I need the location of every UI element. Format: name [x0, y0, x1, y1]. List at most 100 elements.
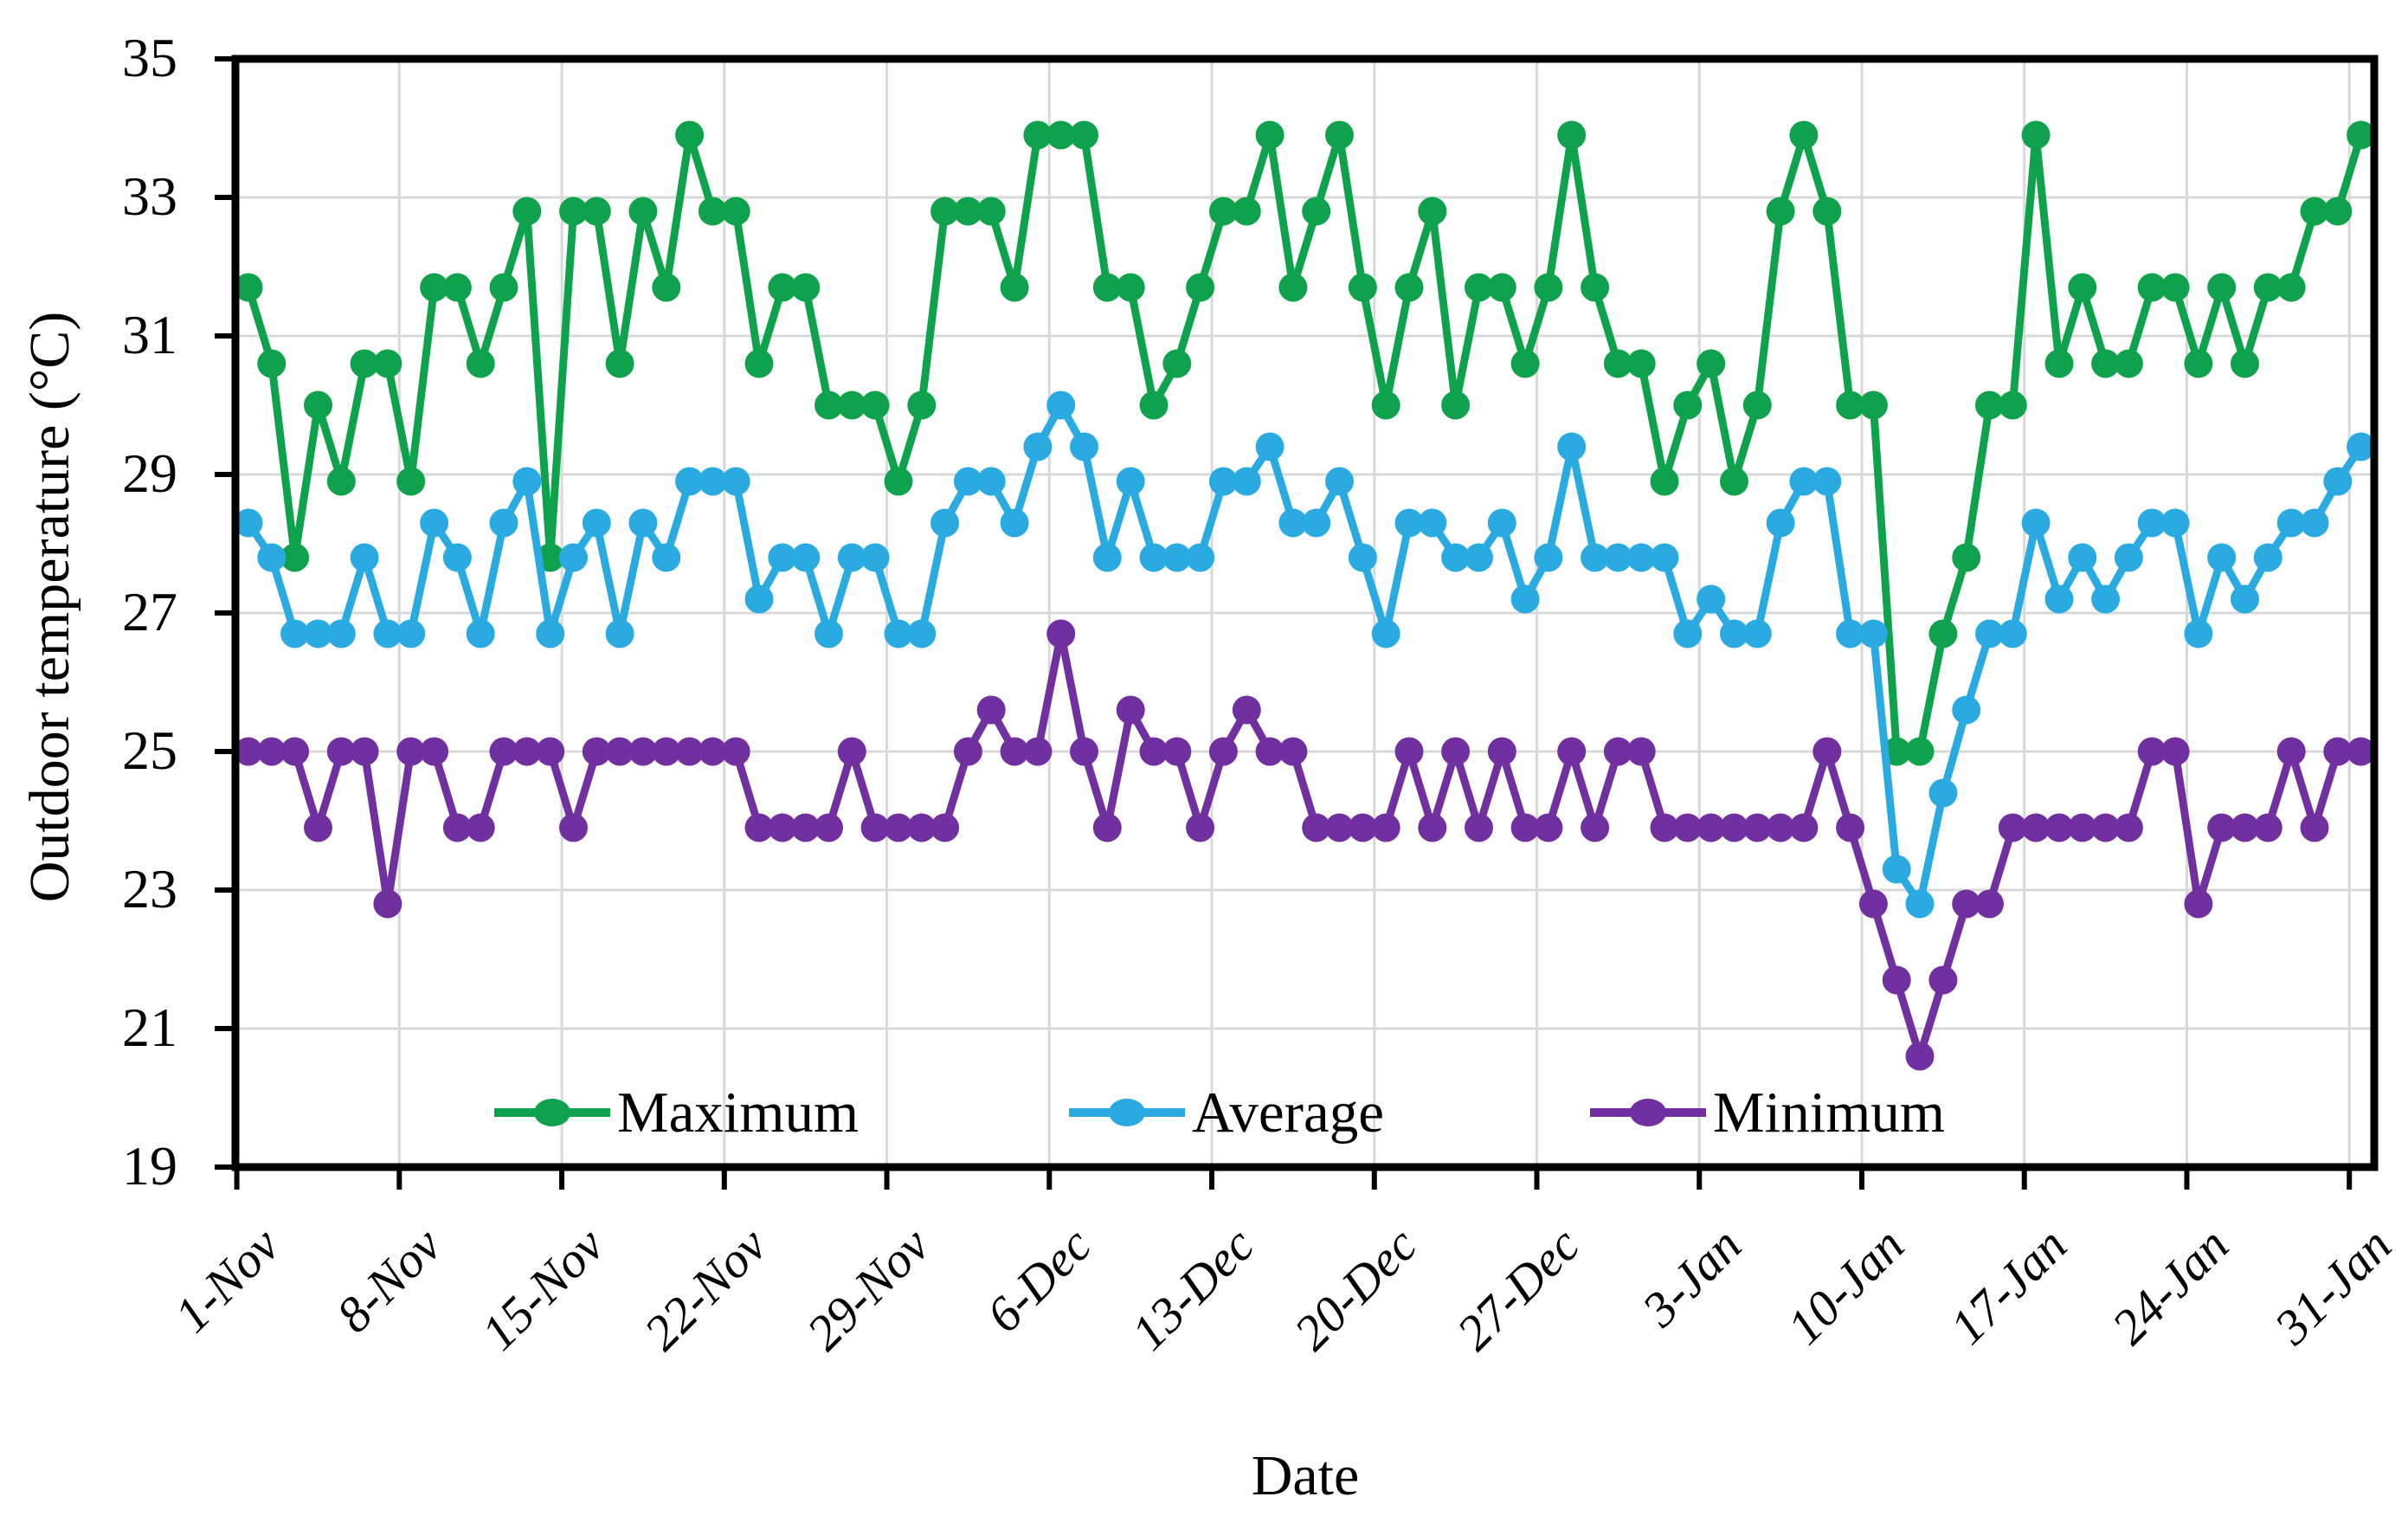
data-point-maximum — [326, 467, 356, 496]
data-point-average — [489, 508, 518, 538]
data-point-minimum — [675, 737, 705, 766]
data-point-minimum — [652, 737, 681, 766]
data-point-average — [744, 584, 774, 614]
data-point-maximum — [512, 197, 542, 226]
data-point-average — [420, 508, 449, 538]
data-point-average — [814, 619, 843, 648]
data-point-minimum — [420, 737, 449, 766]
data-point-average — [2253, 543, 2282, 572]
data-point-minimum — [768, 813, 797, 842]
data-point-minimum — [2137, 737, 2167, 766]
data-point-maximum — [304, 390, 332, 420]
data-point-minimum — [2347, 737, 2376, 766]
data-point-maximum — [420, 273, 449, 302]
data-point-minimum — [1603, 737, 1632, 766]
data-point-maximum — [1278, 273, 1308, 302]
data-point-minimum — [814, 813, 843, 842]
data-point-average — [1371, 619, 1400, 648]
data-point-maximum — [1557, 120, 1587, 150]
data-point-average — [1557, 432, 1587, 461]
data-point-average — [1975, 619, 2004, 648]
data-point-maximum — [559, 197, 588, 226]
data-point-minimum — [930, 813, 960, 842]
data-point-minimum — [2091, 813, 2121, 842]
data-point-minimum — [512, 737, 542, 766]
data-point-maximum — [2347, 120, 2376, 150]
data-point-maximum — [442, 273, 472, 302]
data-point-minimum — [1928, 965, 1958, 995]
data-point-maximum — [2253, 273, 2282, 302]
data-point-average — [1812, 467, 1842, 496]
data-point-average — [675, 467, 705, 496]
data-point-maximum — [2114, 349, 2143, 378]
data-point-average — [1232, 467, 1261, 496]
data-point-minimum — [1581, 813, 1610, 842]
data-point-maximum — [953, 197, 982, 226]
data-point-average — [1673, 619, 1703, 648]
data-point-minimum — [1673, 813, 1703, 842]
data-point-average — [442, 543, 472, 572]
data-point-average — [536, 619, 565, 648]
data-point-maximum — [1928, 619, 1958, 648]
data-point-average — [1302, 508, 1331, 538]
data-point-minimum — [1882, 965, 1911, 995]
data-point-average — [1510, 584, 1540, 614]
data-point-average — [1325, 467, 1354, 496]
data-point-average — [2207, 543, 2237, 572]
data-point-maximum — [675, 120, 705, 150]
data-point-maximum — [466, 349, 495, 378]
data-point-minimum — [953, 737, 982, 766]
data-point-minimum — [536, 737, 565, 766]
data-point-minimum — [1858, 889, 1888, 919]
data-point-maximum — [1371, 390, 1400, 420]
data-point-maximum — [1232, 197, 1261, 226]
data-point-average — [791, 543, 821, 572]
data-point-minimum — [559, 813, 588, 842]
data-point-average — [1858, 619, 1888, 648]
data-point-average — [1000, 508, 1029, 538]
data-point-average — [884, 619, 913, 648]
data-point-minimum — [1186, 813, 1215, 842]
data-point-minimum — [234, 737, 263, 766]
data-point-average — [326, 619, 356, 648]
data-point-minimum — [2184, 889, 2213, 919]
data-point-average — [2231, 584, 2259, 614]
data-point-maximum — [1534, 273, 1563, 302]
data-point-average — [1255, 432, 1284, 461]
data-point-average — [1487, 508, 1516, 538]
data-point-minimum — [304, 813, 332, 842]
data-point-minimum — [257, 737, 287, 766]
data-point-maximum — [1487, 273, 1516, 302]
legend-label-maximum: Maximum — [617, 1080, 860, 1145]
y-tick-label: 35 — [122, 27, 177, 88]
data-point-average — [304, 619, 332, 648]
data-point-average — [1742, 619, 1772, 648]
data-point-minimum — [1465, 813, 1493, 842]
data-point-average — [1836, 619, 1865, 648]
data-point-average — [1581, 543, 1610, 572]
series-line-maximum — [244, 131, 2365, 756]
x-axis-title: Date — [1251, 1444, 1360, 1507]
data-point-minimum — [860, 813, 890, 842]
data-point-minimum — [1812, 737, 1842, 766]
data-point-maximum — [1046, 120, 1076, 150]
data-point-maximum — [1394, 273, 1424, 302]
data-point-minimum — [1139, 737, 1169, 766]
data-point-average — [907, 619, 937, 648]
data-point-maximum — [1441, 390, 1471, 420]
data-point-average — [2114, 543, 2143, 572]
data-point-minimum — [1975, 889, 2004, 919]
y-tick-label: 31 — [122, 304, 177, 365]
data-point-minimum — [1766, 813, 1795, 842]
data-point-maximum — [1070, 120, 1098, 150]
data-point-maximum — [2231, 349, 2259, 378]
data-point-maximum — [1418, 197, 1447, 226]
data-point-minimum — [1208, 737, 1238, 766]
data-point-maximum — [1650, 467, 1679, 496]
data-point-minimum — [744, 813, 774, 842]
data-point-minimum — [1487, 737, 1516, 766]
legend-item-minimum: Minimum — [1590, 1080, 1945, 1145]
data-point-maximum — [884, 467, 913, 496]
data-point-average — [930, 508, 960, 538]
data-point-minimum — [1418, 813, 1447, 842]
